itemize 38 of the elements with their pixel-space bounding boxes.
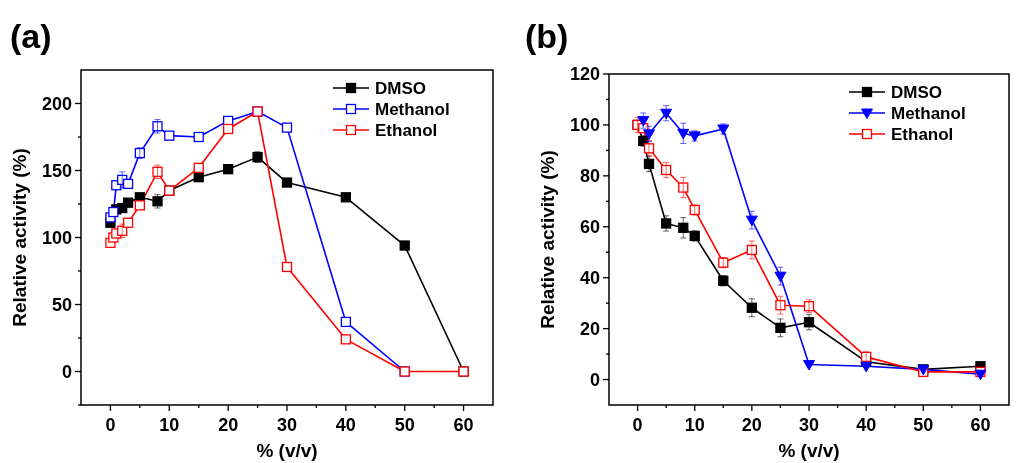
y-tick-label: 120 xyxy=(569,64,600,85)
x-tick-label: 10 xyxy=(159,415,180,435)
x-axis-title: % (v/v) xyxy=(778,440,840,461)
x-tick-label: 60 xyxy=(453,415,474,435)
x-axis-title: % (v/v) xyxy=(256,440,318,461)
x-tick-label: 60 xyxy=(970,415,991,435)
chart-title: (b) xyxy=(525,17,569,55)
x-tick-label: 0 xyxy=(632,415,643,435)
x-tick-label: 50 xyxy=(394,415,415,435)
chart-title: (a) xyxy=(10,17,52,55)
y-tick-label: 100 xyxy=(569,115,600,136)
y-axis-title: Relative activity (%) xyxy=(537,150,558,329)
y-tick-label: 80 xyxy=(579,166,600,187)
y-tick-label: 0 xyxy=(61,361,72,382)
legend-label: DMSO xyxy=(891,82,942,102)
y-tick-label: 100 xyxy=(41,227,72,248)
legend-label: Methanol xyxy=(891,103,966,123)
x-tick-label: 30 xyxy=(276,415,298,435)
x-tick-label: 0 xyxy=(105,415,116,435)
x-tick-label: 30 xyxy=(798,415,820,435)
y-tick-label: 150 xyxy=(41,160,72,181)
y-tick-label: 60 xyxy=(579,217,600,238)
legend-label: Methanol xyxy=(375,99,450,119)
y-tick-label: 0 xyxy=(589,369,600,390)
legend-label: Ethanol xyxy=(375,120,438,140)
x-tick-label: 20 xyxy=(741,415,762,435)
x-tick-label: 40 xyxy=(335,415,356,435)
y-tick-label: 200 xyxy=(41,93,72,114)
x-tick-label: 20 xyxy=(218,415,239,435)
y-tick-label: 50 xyxy=(51,294,72,315)
y-axis-title: Relative activity (%) xyxy=(9,148,30,327)
y-tick-label: 40 xyxy=(579,267,600,288)
legend-label: Ethanol xyxy=(891,124,954,144)
x-tick-label: 40 xyxy=(856,415,877,435)
x-tick-label: 50 xyxy=(913,415,934,435)
x-tick-label: 10 xyxy=(684,415,705,435)
y-tick-label: 20 xyxy=(579,318,600,339)
legend-label: DMSO xyxy=(375,78,426,98)
